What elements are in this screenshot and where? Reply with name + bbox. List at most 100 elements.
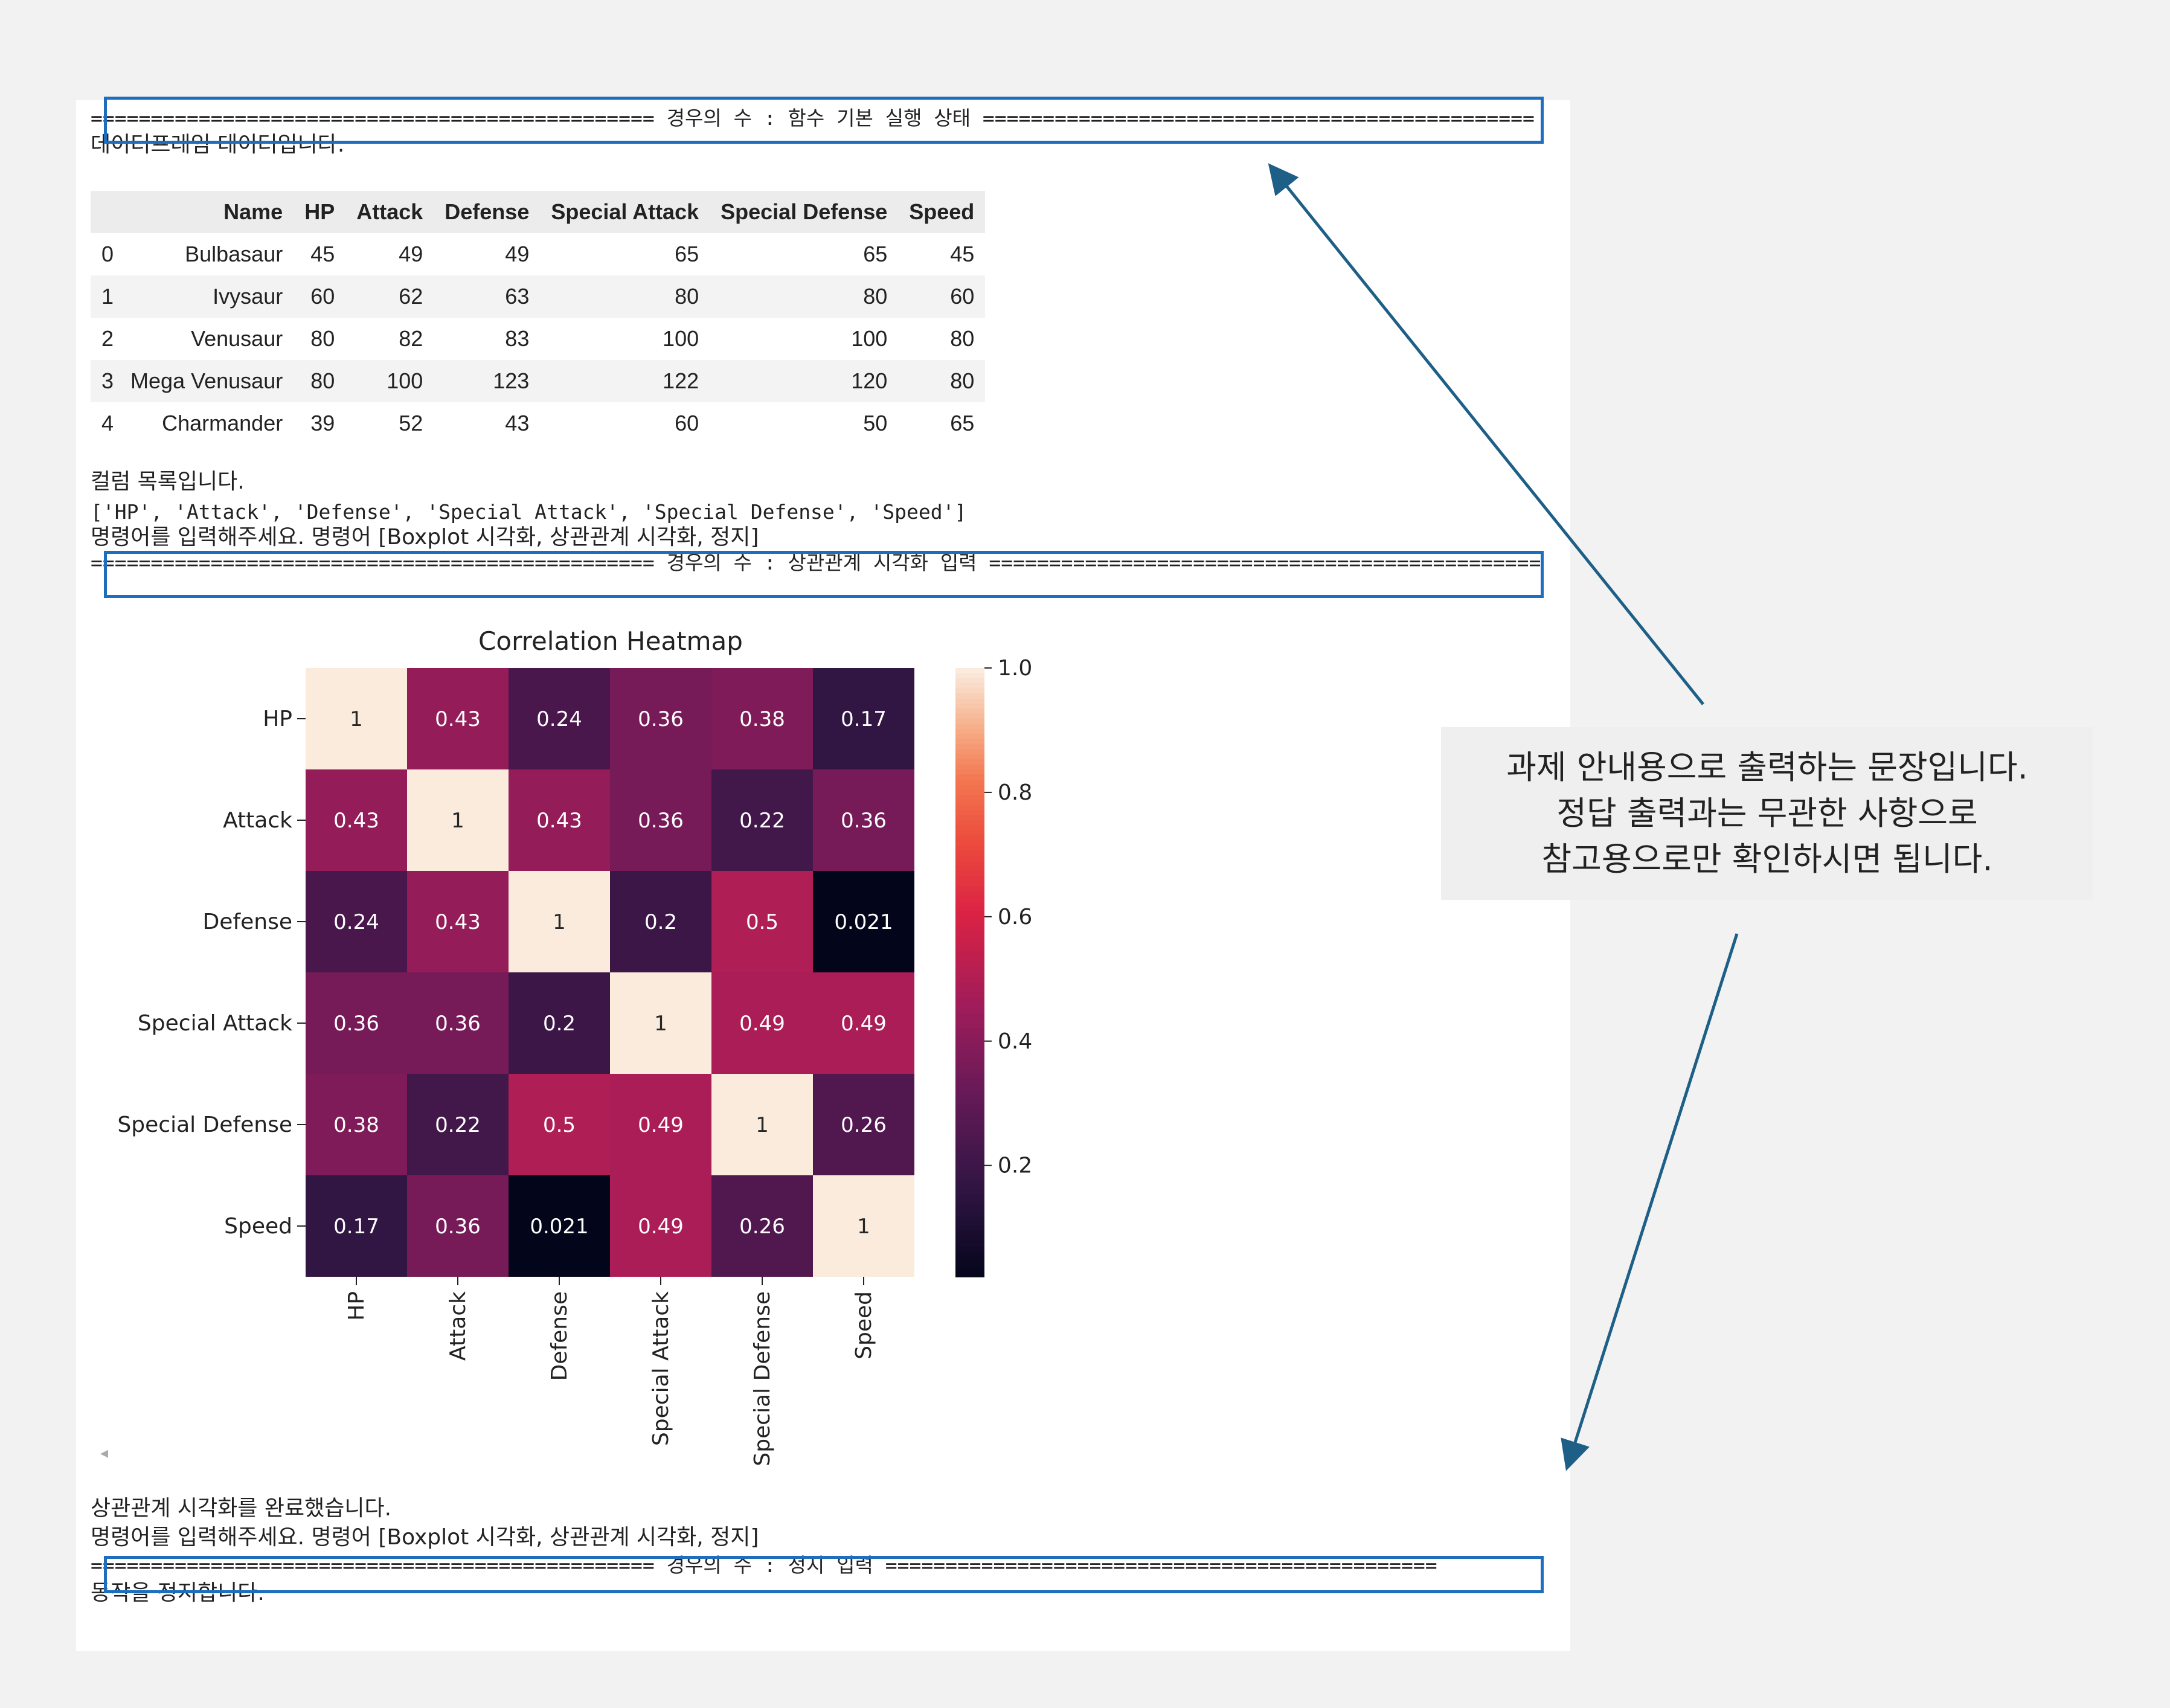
colorbar-segment xyxy=(955,1261,984,1268)
heatmap-cell xyxy=(306,972,407,1074)
colorbar-segment xyxy=(955,1201,984,1207)
colorbar-segment xyxy=(955,1165,984,1171)
heatmap-cell xyxy=(711,1074,813,1175)
colorbar-segment xyxy=(955,952,984,958)
table-cell: 65 xyxy=(710,233,899,275)
colorbar-segment xyxy=(955,1145,984,1151)
colorbar-segment xyxy=(955,810,984,816)
scroll-left-icon[interactable]: ◂ xyxy=(100,1444,109,1462)
heatmap-value-label: 0.36 xyxy=(638,809,684,833)
colorbar-segment xyxy=(955,789,984,795)
heatmap-x-tick-label: Attack xyxy=(446,1291,470,1361)
colorbar-segment xyxy=(955,1089,984,1095)
colorbar-segment xyxy=(955,1210,984,1217)
heatmap-value-label: 0.49 xyxy=(638,1215,684,1239)
heatmap-y-tick-label: Special Attack xyxy=(138,1011,292,1036)
colorbar-segment xyxy=(955,977,984,983)
heatmap-y-tick-label: Special Defense xyxy=(117,1112,292,1137)
colorbar-segment xyxy=(955,922,984,928)
colorbar-segment xyxy=(955,896,984,902)
table-cell: 2 xyxy=(91,318,120,360)
notebook-output-panel: ========================================… xyxy=(76,100,1570,1651)
table-row: 4 Charmander 39 52 43 60 50 65 xyxy=(91,402,986,445)
colorbar-segment xyxy=(955,1053,984,1059)
heatmap-cell xyxy=(306,871,407,972)
heatmap-value-label: 0.26 xyxy=(739,1215,785,1239)
table-cell: 63 xyxy=(434,275,541,318)
colorbar-segment xyxy=(955,855,984,862)
heatmap-value-label: 0.22 xyxy=(739,809,785,833)
table-header-row: Name HP Attack Defense Special Attack Special… xyxy=(91,191,986,233)
heatmap-value-label: 0.36 xyxy=(333,1012,379,1036)
table-cell: 50 xyxy=(710,402,899,445)
table-cell: 122 xyxy=(540,360,710,402)
heatmap-value-label: 1 xyxy=(857,1215,870,1239)
table-cell: 100 xyxy=(345,360,434,402)
heatmap-cell xyxy=(813,769,914,871)
colorbar-segment xyxy=(955,1104,984,1110)
colorbar-segment xyxy=(955,1064,984,1070)
heatmap-x-tick-label: Special Attack xyxy=(649,1291,673,1446)
colorbar-segment xyxy=(955,835,984,841)
colorbar-segment xyxy=(955,1195,984,1201)
colorbar-segment xyxy=(955,1246,984,1252)
heatmap-cell xyxy=(711,668,813,769)
colorbar-segment xyxy=(955,1094,984,1100)
command-prompt-1: 명령어를 입력해주세요. 명령어 [Boxplot 시각화, 상관관계 시각화,… xyxy=(91,525,759,550)
colorbar-segment xyxy=(955,728,984,735)
heatmap-cell xyxy=(813,1074,914,1175)
heatmap-cell xyxy=(509,972,610,1074)
colorbar-segment xyxy=(955,987,984,994)
highlight-box-stop xyxy=(104,1556,1544,1593)
colorbar-segment xyxy=(955,769,984,775)
colorbar-segment xyxy=(955,1155,984,1161)
table-header-cell xyxy=(91,191,120,233)
table-cell: 60 xyxy=(898,275,986,318)
command-prompt-2: 명령어를 입력해주세요. 명령어 [Boxplot 시각화, 상관관계 시각화,… xyxy=(91,1525,759,1550)
colorbar-segment xyxy=(955,1160,984,1166)
table-cell: 1 xyxy=(91,275,120,318)
colorbar-segment xyxy=(955,754,984,760)
colorbar-segment xyxy=(955,815,984,821)
columns-message: 컬럼 목록입니다. xyxy=(91,469,245,494)
table-cell: 3 xyxy=(91,360,120,402)
colorbar-segment xyxy=(955,840,984,846)
table-cell: 80 xyxy=(294,360,346,402)
colorbar-tick-label: 1.0 xyxy=(998,656,1032,681)
colorbar-segment xyxy=(955,1251,984,1257)
heatmap-cell xyxy=(711,972,813,1074)
heatmap-value-label: 0.22 xyxy=(435,1113,481,1137)
colorbar-segment xyxy=(955,1185,984,1192)
heatmap-cell xyxy=(306,1074,407,1175)
guide-note-box: 과제 안내용으로 출력하는 문장입니다. 정답 출력과는 무관한 사항으로 참고… xyxy=(1441,727,2093,900)
heatmap-value-label: 0.021 xyxy=(530,1215,588,1239)
heatmap-value-label: 0.49 xyxy=(739,1012,785,1036)
colorbar-segment xyxy=(955,947,984,953)
colorbar-segment xyxy=(955,1058,984,1065)
arrow-to-bottom-box xyxy=(1561,933,1739,1471)
heatmap-value-label: 0.24 xyxy=(536,707,582,731)
heatmap-value-label: 0.36 xyxy=(435,1012,481,1036)
table-cell: 123 xyxy=(434,360,541,402)
table-cell: 80 xyxy=(898,360,986,402)
colorbar-segment xyxy=(955,825,984,831)
colorbar-segment xyxy=(955,1007,984,1014)
colorbar-segment xyxy=(955,749,984,755)
heatmap-cell xyxy=(306,668,407,769)
heatmap-cell xyxy=(813,871,914,972)
table-body: 0 Bulbasaur 45 49 49 65 65 45 1 Ivysaur 60 62 63 80 80… xyxy=(91,233,986,445)
colorbar-segment xyxy=(955,972,984,978)
colorbar-segment xyxy=(955,678,984,684)
colorbar-segment xyxy=(955,881,984,887)
colorbar-segment xyxy=(955,1140,984,1146)
colorbar-segment xyxy=(955,800,984,806)
colorbar-segment xyxy=(955,931,984,938)
colorbar-segment xyxy=(955,688,984,694)
colorbar-segment xyxy=(955,1023,984,1029)
colorbar-segment xyxy=(955,886,984,892)
colorbar-segment xyxy=(955,779,984,786)
table-cell: 80 xyxy=(710,275,899,318)
heatmap-cell xyxy=(407,668,509,769)
heatmap-value-label: 1 xyxy=(451,809,464,833)
colorbar-segment xyxy=(955,911,984,917)
